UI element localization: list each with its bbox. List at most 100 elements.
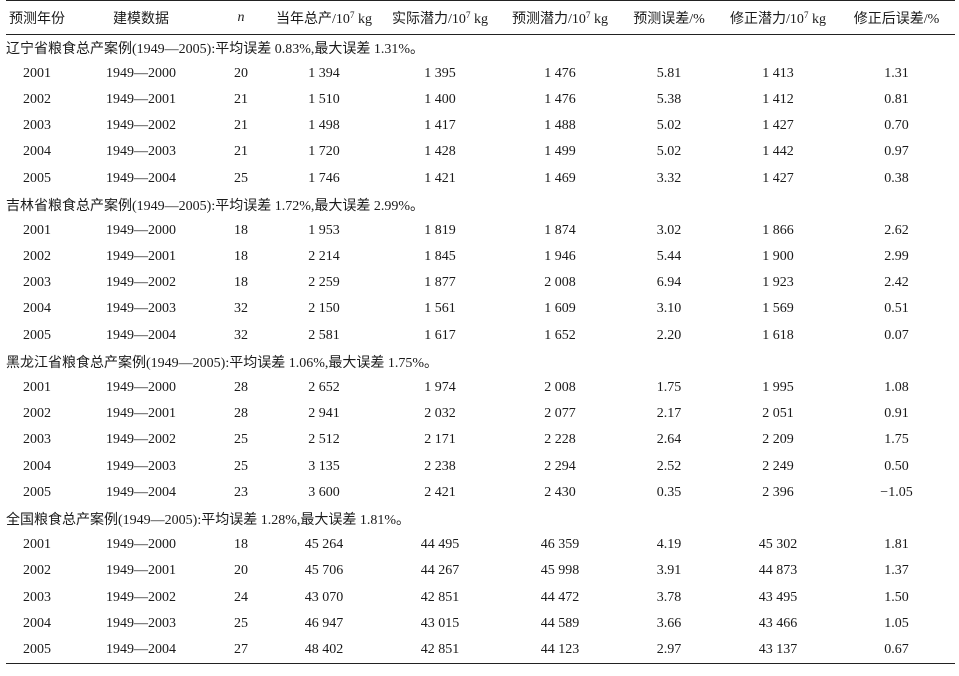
- cell-current-output: 1 746: [308, 170, 340, 186]
- cell-current-output: 48 402: [268, 636, 380, 664]
- cell-n: 18: [234, 537, 248, 553]
- header-current-output: 当年总产/107 kg: [268, 0, 380, 35]
- cell-predicted-error: 5.44: [656, 249, 682, 265]
- cell-n: 23: [234, 484, 248, 500]
- header-current-output-exponent: 7: [349, 9, 355, 20]
- cell-current-output: 2 652: [308, 380, 340, 396]
- cell-model-data: 1949—2000: [106, 65, 176, 81]
- cell-predicted-error: 5.81: [656, 65, 682, 81]
- cell-actual-potential: 1 417: [424, 118, 456, 134]
- cell-year: 2002: [23, 563, 51, 579]
- cell-corrected-error: 2.62: [884, 222, 909, 238]
- cell-n: 28: [234, 380, 248, 396]
- cell-predicted-error: 5.02: [656, 144, 682, 160]
- cell-actual-potential: 1 845: [424, 249, 456, 265]
- group-heading-row: 全国粮食总产案例(1949—2005):平均误差 1.28%,最大误差 1.81…: [6, 506, 955, 532]
- group-title: 辽宁省粮食总产案例(1949—2005):平均误差 0.83%,最大误差 1.3…: [6, 41, 425, 57]
- header-current-output-label: 当年总产/10: [276, 11, 350, 27]
- cell-actual-potential: 1 819: [424, 222, 456, 238]
- cell-current-output: 2 150: [308, 301, 340, 317]
- cell-predicted-error: 1.75: [656, 380, 682, 396]
- cell-n: 25: [234, 170, 248, 186]
- cell-predicted-error: 2.17: [656, 406, 682, 422]
- cell-actual-potential: 42 851: [380, 636, 500, 664]
- cell-corrected-potential: 2 209: [762, 432, 794, 448]
- cell-corrected-error: 1.05: [884, 615, 909, 631]
- table-row: 2005 1949—2004 27 48 402 42 851 44 123 2.97 43 …: [6, 636, 955, 664]
- table-row: 2004 1949—2003 21 1 720 1 428 1 499 5.02 1 442 0…: [6, 139, 955, 165]
- cell-predicted-error: 6.94: [656, 275, 682, 291]
- cell-corrected-error: 1.31: [884, 65, 909, 81]
- cell-model-data: 1949—2001: [106, 249, 176, 265]
- cell-year: 2004: [23, 615, 51, 631]
- cell-predicted-potential: 2 077: [544, 406, 576, 422]
- table-row: 2003 1949—2002 21 1 498 1 417 1 488 5.02 1 427 0…: [6, 113, 955, 139]
- cell-model-data: 1949—2003: [106, 615, 176, 631]
- table-row: 2003 1949—2002 25 2 512 2 171 2 228 2.64 2 209 1…: [6, 427, 955, 453]
- cell-predicted-potential: 1 946: [544, 249, 576, 265]
- cell-year: 2002: [23, 249, 51, 265]
- grain-potential-table: 预测年份 建模数据 n 当年总产/107 kg 实际潜力/107 kg 预测潜力…: [6, 0, 955, 664]
- cell-corrected-error: 1.75: [884, 432, 909, 448]
- header-predicted-potential-label: 预测潜力/10: [512, 11, 586, 27]
- cell-predicted-potential: 2 430: [544, 484, 576, 500]
- cell-actual-potential: 2 421: [424, 484, 456, 500]
- header-current-output-unit: kg: [354, 11, 372, 27]
- cell-n: 25: [234, 615, 248, 631]
- cell-current-output: 1 394: [308, 65, 340, 81]
- header-corrected-potential-label: 修正潜力/10: [730, 11, 804, 27]
- cell-corrected-potential: 1 900: [762, 249, 794, 265]
- cell-year: 2005: [23, 170, 51, 186]
- cell-actual-potential: 1 561: [424, 301, 456, 317]
- cell-current-output: 2 941: [308, 406, 340, 422]
- cell-corrected-error: 0.07: [884, 327, 909, 343]
- cell-current-output: 3 600: [308, 484, 340, 500]
- header-corrected-potential: 修正潜力/107 kg: [718, 0, 838, 35]
- header-row: 预测年份 建模数据 n 当年总产/107 kg 实际潜力/107 kg 预测潜力…: [6, 0, 955, 35]
- cell-corrected-potential: 1 866: [762, 222, 794, 238]
- cell-predicted-potential: 2 228: [544, 432, 576, 448]
- header-actual-potential-exponent: 7: [465, 9, 471, 20]
- group-heading-row: 辽宁省粮食总产案例(1949—2005):平均误差 0.83%,最大误差 1.3…: [6, 35, 955, 61]
- header-predicted-error: 预测误差/%: [620, 0, 718, 35]
- cell-year: 2003: [23, 432, 51, 448]
- group-title: 吉林省粮食总产案例(1949—2005):平均误差 1.72%,最大误差 2.9…: [6, 198, 425, 214]
- cell-model-data: 1949—2003: [106, 458, 176, 474]
- cell-predicted-potential: 44 472: [540, 589, 580, 605]
- cell-predicted-error: 3.32: [656, 170, 682, 186]
- cell-predicted-potential: 45 998: [540, 563, 580, 579]
- cell-predicted-error: 2.97: [620, 636, 718, 664]
- cell-predicted-error: 5.38: [656, 91, 682, 107]
- cell-corrected-potential: 1 442: [762, 144, 794, 160]
- cell-corrected-potential: 1 569: [762, 301, 794, 317]
- cell-n: 18: [234, 249, 248, 265]
- cell-model-data: 1949—2002: [106, 432, 176, 448]
- cell-corrected-error: 0.38: [884, 170, 909, 186]
- cell-predicted-potential: 1 469: [544, 170, 576, 186]
- cell-corrected-error: 1.08: [884, 380, 909, 396]
- cell-current-output: 45 706: [304, 563, 344, 579]
- cell-corrected-potential: 2 051: [762, 406, 794, 422]
- cell-predicted-potential: 1 652: [544, 327, 576, 343]
- cell-predicted-error: 3.10: [656, 301, 682, 317]
- cell-year: 2005: [6, 636, 68, 664]
- cell-corrected-potential: 44 873: [758, 563, 798, 579]
- cell-predicted-error: 0.35: [656, 484, 682, 500]
- cell-predicted-potential: 2 008: [544, 275, 576, 291]
- header-actual-potential: 实际潜力/107 kg: [380, 0, 500, 35]
- table-row: 2002 1949—2001 20 45 706 44 267 45 998 3.91 44 …: [6, 558, 955, 584]
- cell-model-data: 1949—2003: [106, 301, 176, 317]
- cell-predicted-potential: 44 589: [540, 615, 580, 631]
- cell-actual-potential: 44 495: [420, 537, 460, 553]
- cell-year: 2001: [23, 222, 51, 238]
- cell-current-output: 45 264: [304, 537, 344, 553]
- cell-model-data: 1949—2001: [106, 563, 176, 579]
- cell-year: 2003: [23, 118, 51, 134]
- cell-predicted-potential: 1 476: [544, 91, 576, 107]
- cell-n: 28: [234, 406, 248, 422]
- table-row: 2001 1949—2000 28 2 652 1 974 2 008 1.75 1 995 1…: [6, 375, 955, 401]
- header-predicted-potential-exponent: 7: [585, 9, 591, 20]
- cell-year: 2002: [23, 406, 51, 422]
- cell-model-data: 1949—2004: [106, 484, 176, 500]
